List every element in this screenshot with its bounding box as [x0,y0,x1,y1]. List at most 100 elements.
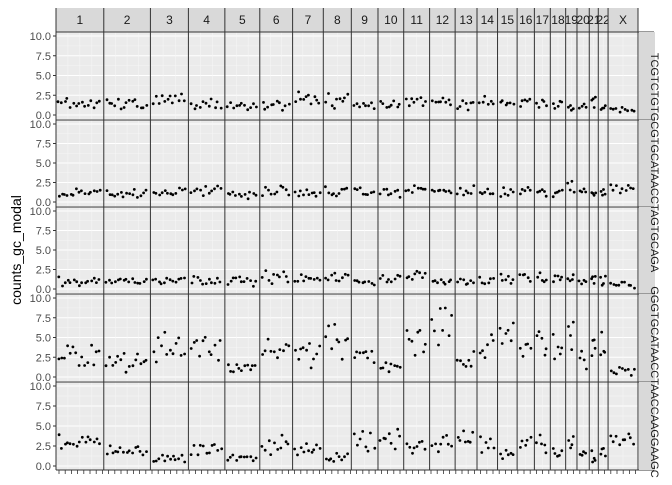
data-point [309,102,313,106]
data-point [543,353,547,357]
data-point [243,193,247,196]
data-point [389,362,393,366]
data-point [142,280,146,283]
data-point [193,107,197,111]
data-point [352,104,356,107]
data-point [108,355,111,359]
data-point [355,188,359,192]
data-point [379,100,383,103]
data-point [526,186,530,189]
data-point [324,335,328,339]
data-point [284,275,288,278]
data-point [568,279,572,283]
data-point [618,443,622,447]
data-point [346,452,349,456]
data-point [492,446,496,450]
data-point [218,280,222,284]
data-point [523,273,526,276]
data-point [239,280,243,284]
row-strip [639,382,655,470]
y-tick-label: 10.0 [30,31,51,43]
data-point [585,367,588,371]
data-point [462,193,465,197]
data-point [471,430,475,434]
data-point [618,366,621,369]
data-point [68,351,72,355]
data-point [80,435,84,439]
data-point [397,102,401,106]
data-point [333,107,336,110]
data-point [207,104,211,108]
data-point [615,372,618,376]
data-point [116,354,119,358]
data-point [363,280,367,284]
data-point [560,346,564,350]
data-point [491,192,495,196]
data-point [209,353,213,356]
data-point [201,282,205,286]
data-point [449,191,453,195]
data-point [544,278,548,282]
data-point [398,434,401,438]
data-point [486,343,489,347]
data-point [72,278,76,282]
data-point [396,105,400,109]
data-point [341,276,344,280]
data-point [398,195,402,199]
data-point [286,442,290,446]
data-point [128,192,132,196]
column-strip [455,8,478,32]
data-point [255,105,258,109]
data-point [412,100,416,104]
data-point [104,364,108,368]
data-point [393,447,397,451]
data-point [490,333,493,337]
data-point [315,443,318,447]
data-point [418,440,421,444]
data-point [577,279,581,283]
data-point [307,449,310,453]
column-strip-label: 22 [596,13,610,27]
data-point [326,278,330,282]
data-point [509,451,513,455]
data-point [552,280,555,284]
data-point [183,460,187,464]
data-point [478,191,482,194]
data-point [127,365,131,368]
data-point [362,102,365,105]
data-point [633,367,636,371]
column-strip [429,8,456,32]
data-point [413,272,417,276]
data-point [511,278,515,281]
data-point [198,354,202,358]
data-point [264,269,268,272]
column-strip-label: 14 [481,13,495,27]
data-point [345,186,349,190]
data-point [629,374,633,377]
data-point [98,442,101,446]
column-strip-label: 16 [519,13,533,27]
data-point [327,324,330,328]
data-point [337,340,341,344]
data-point [131,451,135,455]
data-point [174,192,178,195]
data-point [430,188,434,192]
data-point [361,192,365,196]
data-point [151,102,155,106]
data-point [337,279,341,283]
data-point [95,190,99,193]
data-point [551,195,555,199]
data-point [439,278,443,281]
data-point [461,99,465,103]
column-strip-label: 9 [361,13,368,27]
data-point [59,101,63,105]
data-point [580,104,584,108]
data-point [568,188,572,192]
y-tick-label: 0.0 [36,197,51,209]
data-point [121,195,125,199]
data-point [318,447,322,450]
data-point [584,190,588,194]
data-point [571,278,574,281]
data-point [105,189,109,193]
data-point [57,275,61,279]
